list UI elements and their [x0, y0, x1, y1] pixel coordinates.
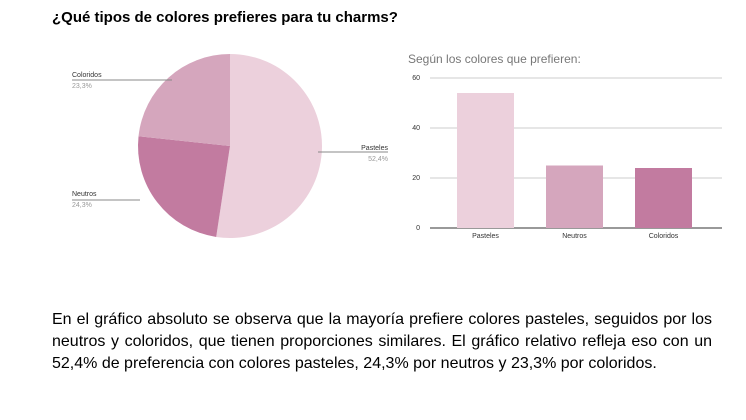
- bar-chart-title: Según los colores que prefieren:: [408, 52, 581, 66]
- pie-slice: [216, 54, 322, 238]
- charts: Según los colores que prefieren: Pastele…: [72, 52, 722, 240]
- y-tick-label: 60: [412, 75, 420, 82]
- bar: [457, 93, 514, 228]
- pie-slice: [138, 136, 230, 237]
- y-tick-label: 20: [412, 175, 420, 182]
- heading: ¿Qué tipos de colores prefieres para tu …: [52, 9, 398, 26]
- x-tick-label: Pasteles: [472, 233, 499, 240]
- pie-value-label: 52,4%: [368, 156, 388, 163]
- x-tick-label: Coloridos: [649, 233, 679, 240]
- pie-value-label: 23,3%: [72, 83, 92, 90]
- pie-value-label: 24,3%: [72, 202, 92, 209]
- pie-slice: [138, 54, 230, 146]
- bar: [635, 168, 692, 228]
- y-tick-label: 40: [412, 125, 420, 132]
- pie-label: Neutros: [72, 191, 97, 198]
- x-tick-label: Neutros: [562, 233, 587, 240]
- paragraph: En el gráfico absoluto se observa que la…: [52, 311, 712, 372]
- bar: [546, 165, 603, 228]
- pie-label: Pasteles: [361, 145, 388, 152]
- y-tick-label: 0: [416, 225, 420, 232]
- pie-label: Coloridos: [72, 72, 102, 79]
